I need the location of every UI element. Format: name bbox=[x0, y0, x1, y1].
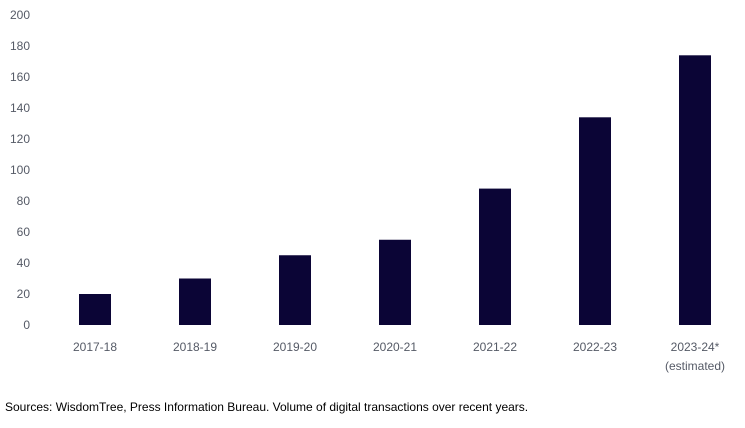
x-tick-sublabel: (estimated) bbox=[665, 359, 725, 373]
y-axis-ticks: 0 20 40 60 80 100 120 140 160 180 200 bbox=[10, 8, 30, 332]
bar-2023-24* bbox=[679, 55, 711, 326]
x-tick-label: 2020-21 bbox=[373, 340, 417, 354]
bar-2017-18 bbox=[79, 294, 111, 325]
y-tick-label: 120 bbox=[10, 132, 30, 146]
bar-2020-21 bbox=[379, 239, 411, 325]
y-tick-label: 180 bbox=[10, 39, 30, 53]
y-tick-label: 20 bbox=[17, 287, 31, 301]
y-tick-label: 160 bbox=[10, 70, 30, 84]
x-tick-label: 2018-19 bbox=[173, 340, 217, 354]
bar-2022-23 bbox=[579, 117, 611, 325]
bar-2019-20 bbox=[279, 255, 311, 325]
y-tick-label: 140 bbox=[10, 101, 30, 115]
y-tick-label: 40 bbox=[17, 256, 31, 270]
y-tick-label: 80 bbox=[17, 194, 31, 208]
x-tick-label: 2017-18 bbox=[73, 340, 117, 354]
x-axis-ticks: 2017-18 2018-19 2019-20 2020-21 2021-22 2022-… bbox=[73, 340, 725, 373]
source-note: Sources: WisdomTree, Press Information B… bbox=[5, 400, 529, 414]
bar-chart: 0 20 40 60 80 100 120 140 160 180 200 2017-18 2018-… bbox=[10, 8, 725, 373]
bars bbox=[79, 55, 711, 326]
x-tick-label: 2022-23 bbox=[573, 340, 617, 354]
x-tick-label: 2021-22 bbox=[473, 340, 517, 354]
x-tick-label: 2023-24* bbox=[671, 340, 720, 354]
bar-2021-22 bbox=[479, 188, 511, 325]
y-tick-label: 200 bbox=[10, 8, 30, 22]
x-tick-label: 2019-20 bbox=[273, 340, 317, 354]
bar-2018-19 bbox=[179, 278, 211, 325]
y-tick-label: 100 bbox=[10, 163, 30, 177]
y-tick-label: 0 bbox=[23, 318, 30, 332]
y-tick-label: 60 bbox=[17, 225, 31, 239]
